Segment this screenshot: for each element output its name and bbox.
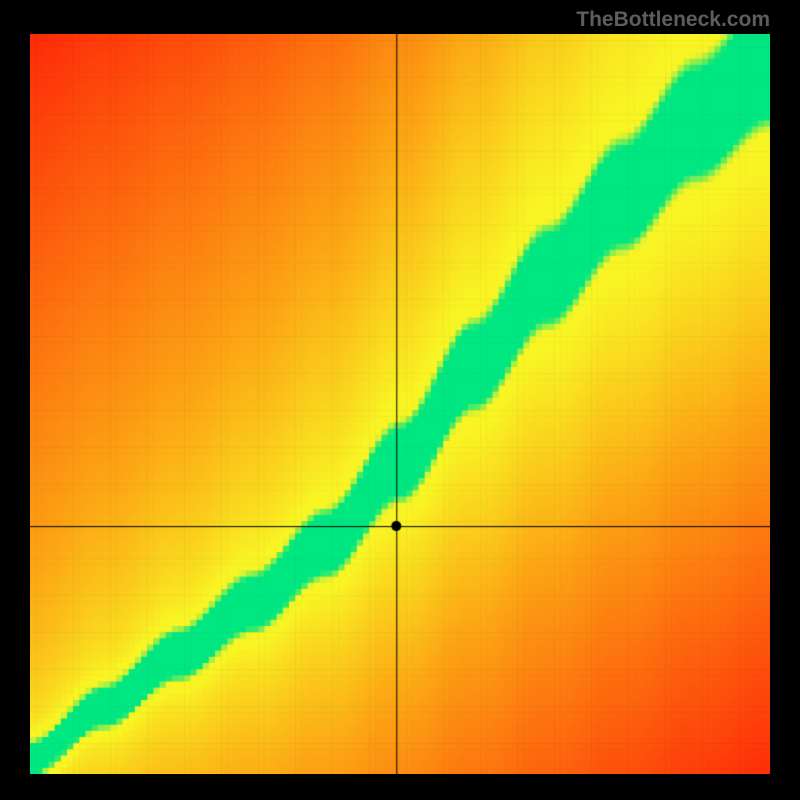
chart-container: TheBottleneck.com: [0, 0, 800, 800]
plot-area: [30, 34, 770, 774]
heatmap-canvas: [30, 34, 770, 774]
watermark-text: TheBottleneck.com: [576, 8, 770, 32]
